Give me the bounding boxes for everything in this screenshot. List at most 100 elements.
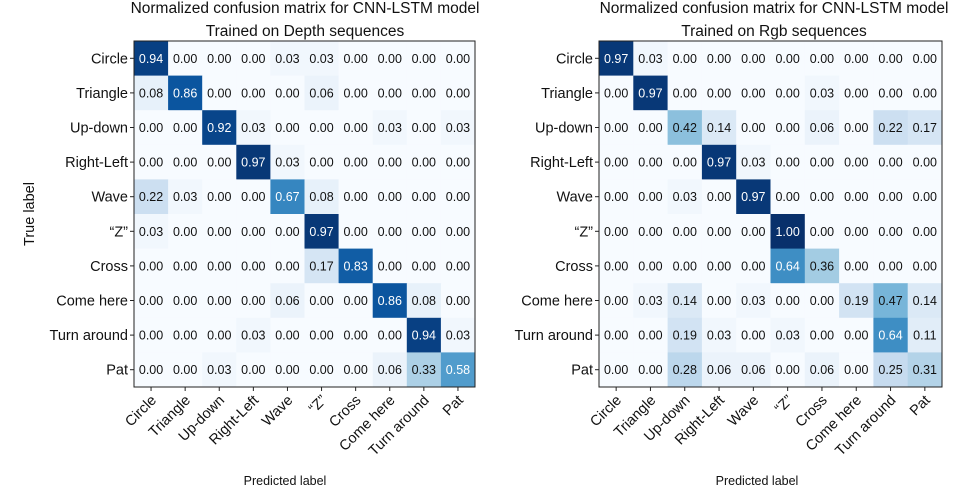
cell-value-label: 0.00: [139, 156, 163, 170]
heatmap-cell: [633, 110, 668, 146]
heatmap-cell: [907, 41, 943, 76]
cell-value-label: 0.00: [139, 294, 163, 308]
heatmap-cell: [134, 144, 169, 180]
y-tick-label: Up-down: [70, 121, 128, 137]
cell-value-label: 0.03: [810, 86, 834, 100]
x-axis-label: Predicted label: [716, 474, 799, 488]
cell-value-label: 0.00: [378, 190, 402, 204]
heatmap-cell: [440, 214, 476, 249]
heatmap-cell: [372, 110, 408, 146]
heatmap-cell: [804, 144, 840, 180]
cell-value-label: 0.00: [207, 259, 231, 273]
cell-value-label: 0.83: [343, 259, 367, 273]
heatmap-cell: [804, 283, 840, 319]
cell-value-label: 0.00: [378, 329, 402, 343]
heatmap-cell: [134, 352, 169, 388]
cell-value-label: 0.00: [775, 363, 799, 377]
heatmap-cell: [372, 248, 408, 284]
cell-value-label: 0.97: [241, 156, 265, 170]
heatmap-cell: [667, 283, 703, 319]
heatmap-cell: [134, 283, 169, 319]
heatmap-cell: [270, 214, 305, 249]
heatmap-cell: [770, 248, 806, 284]
heatmap-cell: [304, 144, 339, 180]
heatmap-cell: [907, 179, 943, 215]
heatmap-cell: [440, 317, 476, 353]
heatmap-cell: [770, 75, 806, 111]
cell-value-label: 0.03: [673, 190, 697, 204]
cell-value-label: 0.17: [309, 259, 333, 273]
cell-value-label: 0.06: [309, 86, 333, 100]
heatmap-cell: [701, 214, 737, 249]
chart-title-line: Normalized confusion matrix for CNN-LSTM…: [131, 0, 480, 17]
heatmap-cell: [873, 41, 909, 76]
cell-value-label: 0.00: [173, 363, 197, 377]
heatmap-cell: [270, 179, 305, 215]
heatmap-cell: [270, 283, 305, 319]
heatmap-cell: [736, 75, 771, 111]
x-tick-label: Pat: [440, 393, 467, 420]
cell-value-label: 0.03: [241, 329, 265, 343]
heatmap-cell: [270, 144, 305, 180]
cell-value-label: 0.00: [638, 121, 662, 135]
cell-value-label: 1.00: [775, 225, 799, 239]
heatmap-cell: [839, 110, 874, 146]
cell-value-label: 0.00: [241, 363, 265, 377]
heatmap-cell: [633, 75, 668, 111]
cell-value-label: 0.00: [673, 259, 697, 273]
heatmap-cell: [873, 248, 909, 284]
heatmap-cell: [440, 75, 476, 111]
heatmap-cell: [134, 75, 169, 111]
cell-value-label: 0.00: [878, 156, 902, 170]
heatmap-cell: [839, 41, 874, 76]
heatmap-cell: [202, 41, 237, 76]
heatmap-cell: [202, 283, 237, 319]
cell-value-label: 0.06: [378, 363, 402, 377]
cell-value-label: 0.00: [741, 329, 765, 343]
heatmap-cell: [667, 248, 703, 284]
x-tick-label: Wave: [259, 393, 296, 430]
cell-value-label: 0.00: [241, 225, 265, 239]
heatmap-cell: [770, 283, 806, 319]
heatmap-cell: [236, 283, 271, 319]
cell-value-label: 0.00: [378, 52, 402, 66]
cell-value-label: 0.00: [412, 121, 436, 135]
heatmap-cell: [338, 283, 374, 319]
heatmap-cell: [599, 248, 634, 284]
heatmap-cell: [338, 75, 374, 111]
heatmap-cell: [770, 179, 806, 215]
cell-value-label: 0.00: [207, 294, 231, 308]
cell-value-label: 0.00: [446, 156, 470, 170]
cell-value-label: 0.00: [775, 52, 799, 66]
heatmap-cell: [202, 75, 237, 111]
cell-value-label: 0.06: [810, 121, 834, 135]
y-tick-label: Triangle: [541, 86, 593, 102]
cell-value-label: 0.00: [604, 294, 628, 308]
cell-value-label: 0.00: [173, 294, 197, 308]
heatmap-cell: [804, 352, 840, 388]
heatmap-cell: [667, 179, 703, 215]
y-tick-label: Come here: [521, 294, 593, 310]
cell-value-label: 0.19: [673, 329, 697, 343]
heatmap-cell: [804, 317, 840, 353]
heatmap-cell: [440, 283, 476, 319]
cell-value-label: 0.31: [913, 363, 937, 377]
heatmap-cell: [907, 144, 943, 180]
cell-value-label: 0.00: [275, 121, 299, 135]
cell-value-label: 0.00: [139, 259, 163, 273]
cell-value-label: 0.06: [741, 363, 765, 377]
cell-value-label: 0.00: [207, 156, 231, 170]
heatmap-cell: [804, 41, 840, 76]
cell-value-label: 0.00: [878, 52, 902, 66]
heatmap-cell: [338, 110, 374, 146]
cell-value-label: 0.19: [844, 294, 868, 308]
chart-title-line: Trained on Depth sequences: [206, 23, 405, 40]
heatmap-cell: [907, 317, 943, 353]
heatmap-cell: [770, 144, 806, 180]
cell-value-label: 0.64: [775, 259, 799, 273]
heatmap-cell: [304, 214, 339, 249]
x-tick-label: “Z”: [772, 392, 797, 417]
cell-value-label: 0.14: [913, 294, 937, 308]
heatmap-cell: [202, 214, 237, 249]
heatmap-cell: [633, 144, 668, 180]
